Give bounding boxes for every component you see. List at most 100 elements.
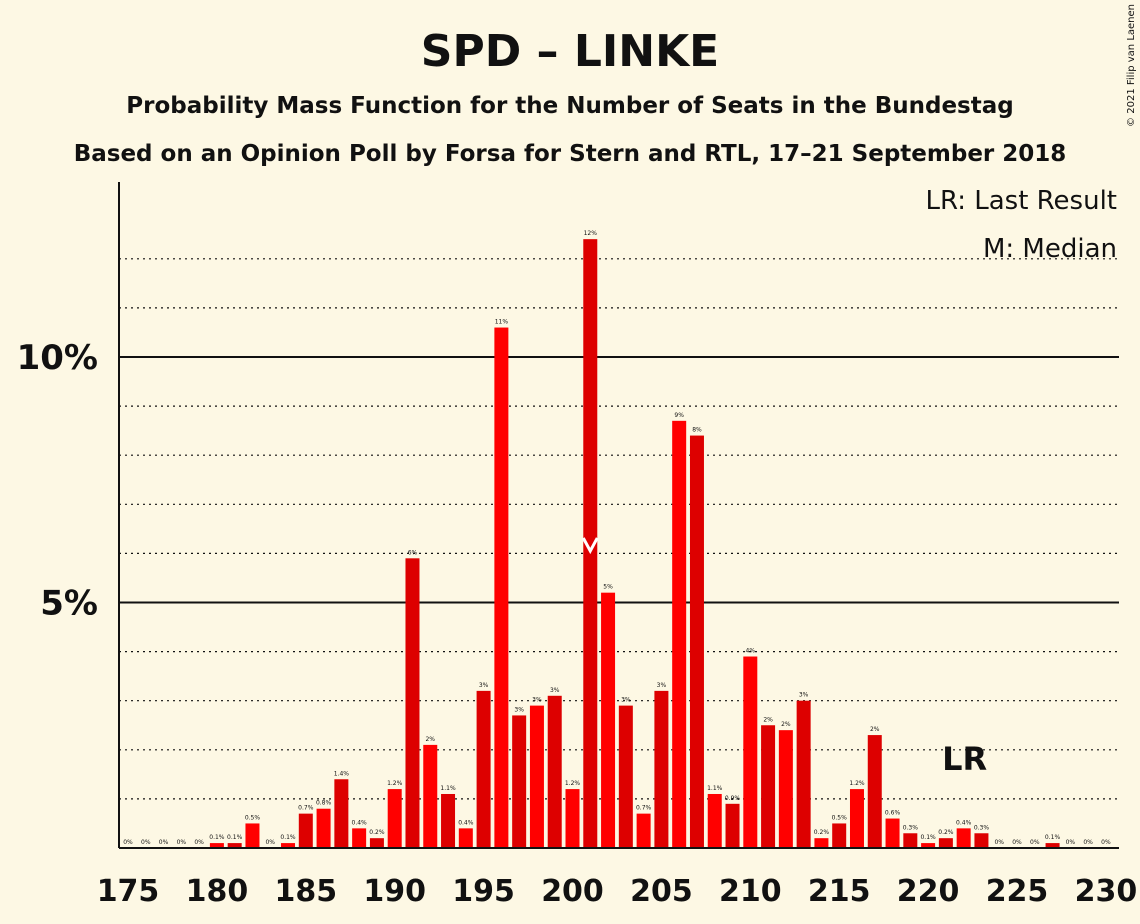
bar xyxy=(547,695,562,848)
data-label: 0.4% xyxy=(352,819,368,826)
x-tick-label: 200 xyxy=(541,874,604,909)
data-label: 0.4% xyxy=(458,819,474,826)
chart-subtitle: Probability Mass Function for the Number… xyxy=(126,93,1013,119)
bar xyxy=(227,843,242,848)
bar xyxy=(583,239,598,848)
data-label: 0% xyxy=(1012,839,1022,846)
bar xyxy=(761,725,776,848)
data-label: 0.1% xyxy=(280,834,296,841)
data-label: 1.2% xyxy=(565,780,581,787)
data-label: 0% xyxy=(1066,839,1076,846)
bar xyxy=(423,744,438,848)
data-label: 3% xyxy=(532,697,542,704)
data-label: 3% xyxy=(550,687,560,694)
bar xyxy=(938,838,953,848)
x-tick-label: 230 xyxy=(1075,874,1138,909)
bar xyxy=(245,823,260,848)
bar xyxy=(778,730,793,848)
bar xyxy=(849,789,864,848)
data-label: 1.2% xyxy=(387,780,403,787)
data-label: 4% xyxy=(746,648,756,655)
data-label: 2% xyxy=(870,726,880,733)
data-label: 3% xyxy=(799,692,809,699)
bar xyxy=(405,558,420,848)
data-label: 3% xyxy=(621,697,631,704)
data-label: 0% xyxy=(1083,839,1093,846)
bar xyxy=(458,828,473,848)
data-label: 0.6% xyxy=(885,810,901,817)
data-label: 1.1% xyxy=(707,785,723,792)
median-marker xyxy=(581,537,599,555)
bar xyxy=(601,592,616,848)
bar xyxy=(974,833,989,848)
bar xyxy=(316,808,331,848)
bar xyxy=(209,843,224,848)
bar xyxy=(387,789,402,848)
x-tick-label: 205 xyxy=(630,874,693,909)
x-tick-label: 175 xyxy=(97,874,160,909)
bar xyxy=(956,828,971,848)
x-tick-label: 215 xyxy=(808,874,871,909)
x-tick-label: 225 xyxy=(986,874,1049,909)
data-label: 0.5% xyxy=(832,814,848,821)
bar xyxy=(814,838,829,848)
data-label: 0.9% xyxy=(725,795,741,802)
data-label: 0% xyxy=(1030,839,1040,846)
bar xyxy=(672,420,687,848)
axes: 5% 10% 175 180 185 190 195 200 205 210 215 220 225 23… xyxy=(17,182,1138,909)
data-label: 3% xyxy=(657,682,667,689)
data-label: 8% xyxy=(692,427,702,434)
data-label: 6% xyxy=(408,549,418,556)
data-label: 2% xyxy=(763,716,773,723)
data-label: 0.2% xyxy=(938,829,954,836)
bar xyxy=(689,435,704,848)
data-label: 0.3% xyxy=(974,824,990,831)
gridlines xyxy=(119,258,1119,800)
data-label: 0% xyxy=(265,839,275,846)
bar xyxy=(885,818,900,848)
legend-last-result: LR: Last Result xyxy=(925,186,1117,216)
bar xyxy=(1045,843,1060,848)
x-tick-label: 210 xyxy=(719,874,782,909)
legend-median: M: Median xyxy=(983,234,1117,264)
bar xyxy=(903,833,918,848)
bar xyxy=(441,793,456,848)
bar xyxy=(565,789,580,848)
data-label: 2% xyxy=(781,721,791,728)
data-label: 11% xyxy=(495,319,509,326)
data-label: 5% xyxy=(603,584,613,591)
bar xyxy=(512,715,527,848)
bar xyxy=(281,843,296,848)
data-label: 0.4% xyxy=(956,819,972,826)
data-label: 0% xyxy=(994,839,1004,846)
data-labels: 0% 0% 0% 0% 0%0.1% 0.1%0.5%0%0.1%0.7%0.8%1.4%… xyxy=(123,230,1111,846)
data-label: 9% xyxy=(674,412,684,419)
data-label: 0.1% xyxy=(209,834,225,841)
data-label: 0% xyxy=(1101,839,1111,846)
bar xyxy=(707,793,722,848)
data-label: 0.1% xyxy=(1045,834,1061,841)
data-label: 0.1% xyxy=(920,834,936,841)
data-label: 0.7% xyxy=(298,805,314,812)
data-label: 0.2% xyxy=(369,829,385,836)
bar xyxy=(494,327,509,848)
data-label: 12% xyxy=(584,230,598,237)
bar xyxy=(334,779,349,848)
data-label: 1.4% xyxy=(334,770,350,777)
data-label: 3% xyxy=(479,682,489,689)
bar xyxy=(654,690,669,848)
x-tick-label: 185 xyxy=(274,874,337,909)
data-label: 1.1% xyxy=(440,785,456,792)
bars xyxy=(209,239,1060,848)
bar xyxy=(618,705,633,848)
last-result-label: LR xyxy=(942,740,987,778)
bar xyxy=(636,813,651,848)
bar xyxy=(725,803,740,848)
data-label: 0.5% xyxy=(245,814,261,821)
y-tick-label: 5% xyxy=(40,584,98,624)
x-tick-label: 195 xyxy=(452,874,515,909)
data-label: 2% xyxy=(425,736,435,743)
data-label: 0.1% xyxy=(227,834,243,841)
chart-title: SPD – LINKE xyxy=(421,26,719,77)
